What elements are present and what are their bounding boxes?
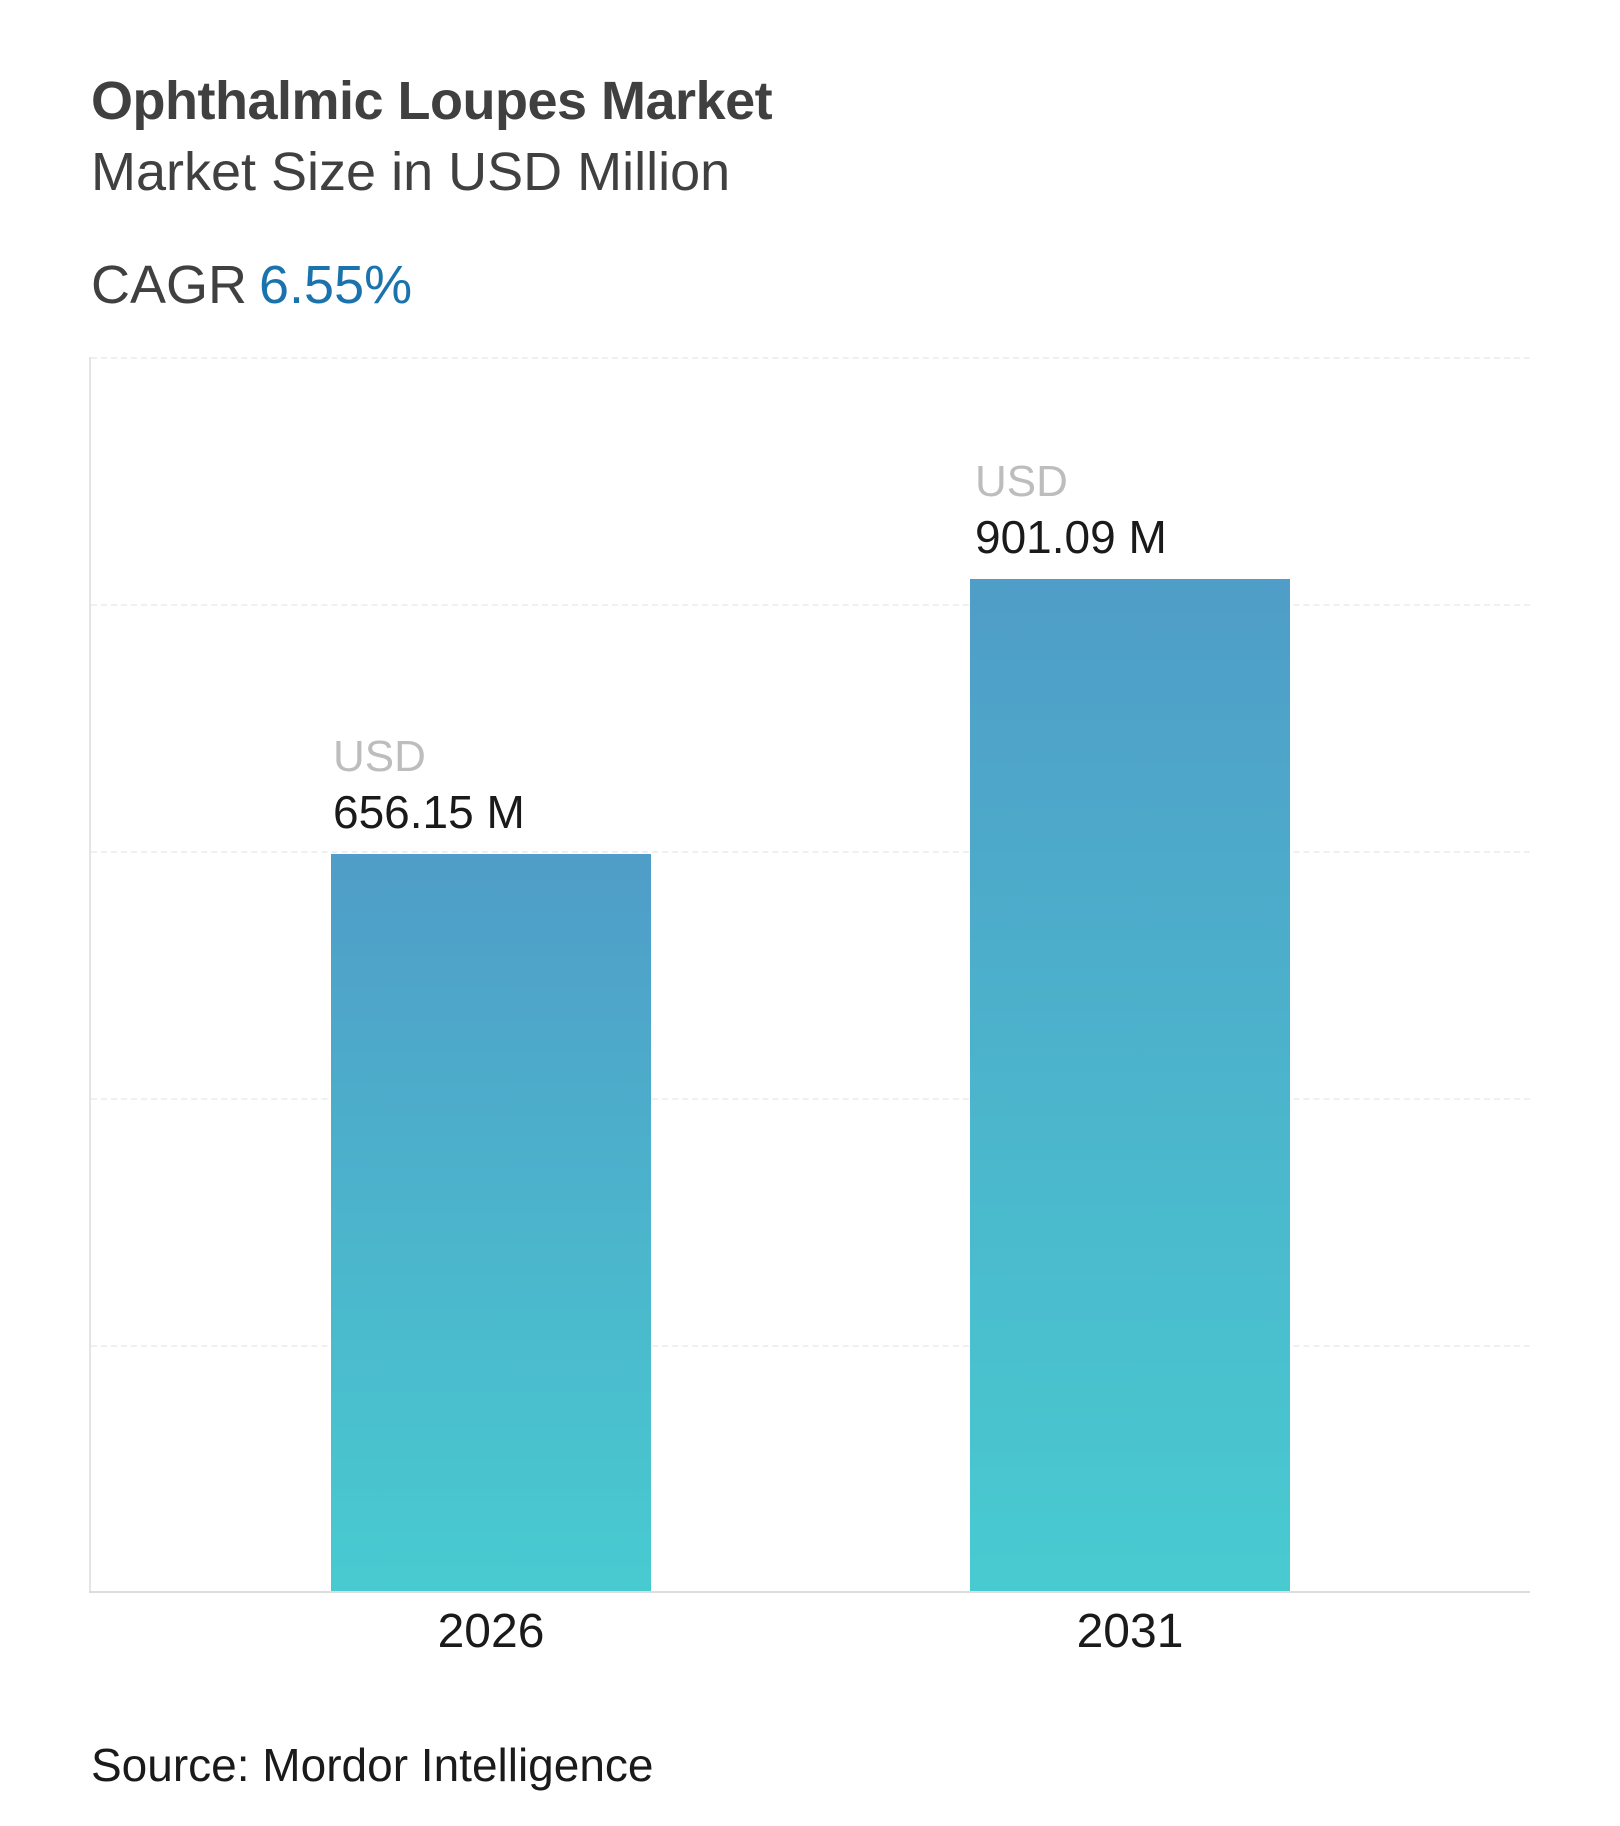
bar-value: 656.15 M: [333, 786, 525, 838]
cagr-annotation: CAGR 6.55%: [91, 254, 412, 316]
bar-2026: [331, 854, 651, 1592]
cagr-value: 6.55%: [259, 255, 413, 315]
bar-label-2026: USD 656.15 M: [333, 730, 525, 840]
plot-area: [89, 357, 1530, 1592]
chart-subtitle: Market Size in USD Million: [91, 142, 731, 202]
bar-2031: [970, 579, 1290, 1592]
source-note: Source: Mordor Intelligence: [91, 1739, 654, 1791]
x-tick-2031: 2031: [1076, 1605, 1184, 1658]
bar-value: 901.09 M: [975, 511, 1167, 563]
x-axis-line: [89, 1591, 1530, 1593]
gridline: [91, 851, 1530, 853]
gridline: [91, 1098, 1530, 1100]
gridline: [91, 357, 1530, 359]
bar-unit: USD: [975, 457, 1068, 506]
cagr-label: CAGR: [91, 255, 248, 315]
gridline: [91, 604, 1530, 606]
bar-unit: USD: [333, 732, 426, 781]
chart-title: Ophthalmic Loupes Market: [91, 71, 773, 131]
x-tick-2026: 2026: [437, 1605, 545, 1658]
bar-label-2031: USD 901.09 M: [975, 455, 1167, 565]
gridline: [91, 1345, 1530, 1347]
